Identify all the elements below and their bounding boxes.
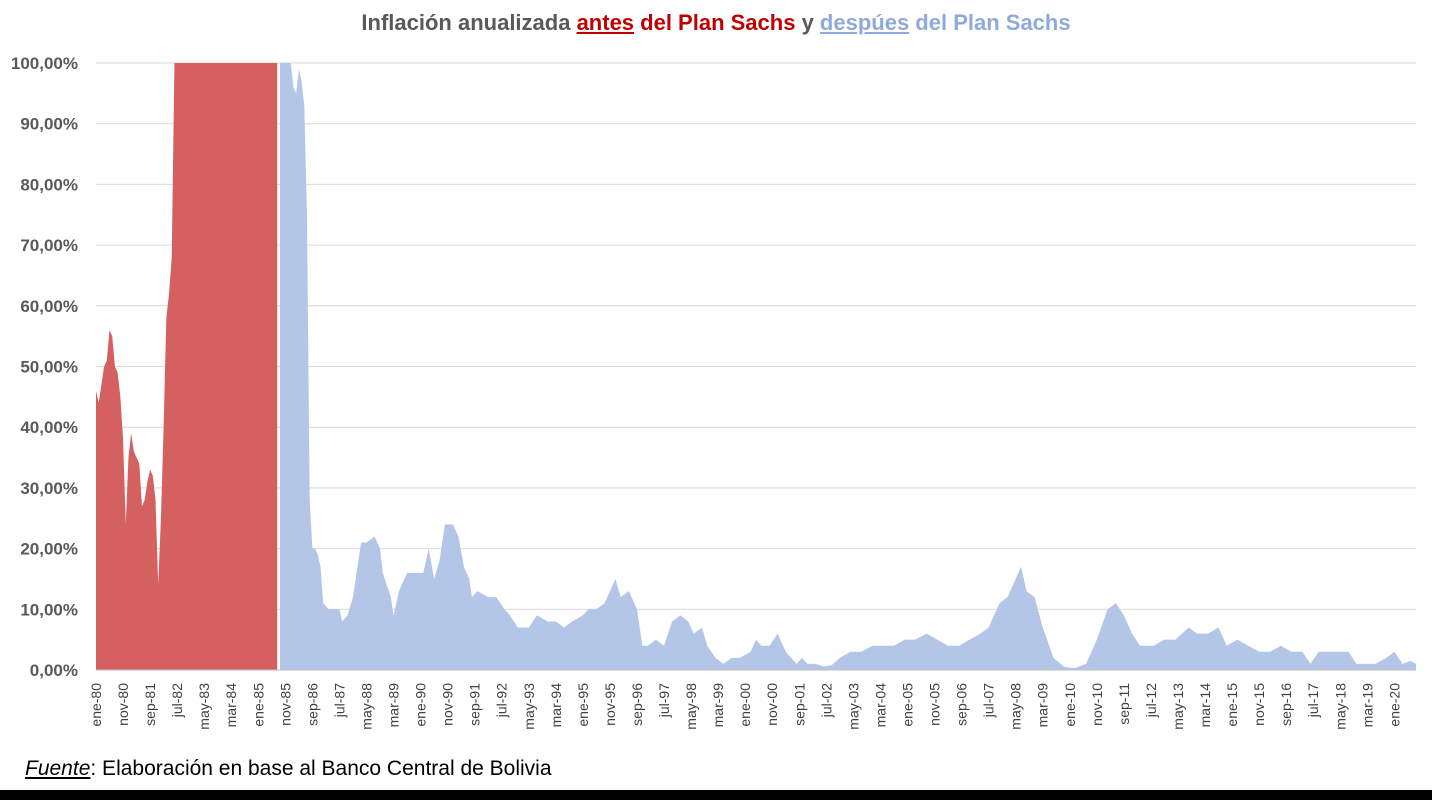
x-tick-label: nov-10 bbox=[1089, 683, 1105, 726]
y-tick-label: 30,00% bbox=[20, 479, 78, 498]
x-tick-label: may-83 bbox=[196, 683, 212, 730]
x-tick-label: jul-07 bbox=[981, 683, 997, 718]
x-tick-label: ene-95 bbox=[575, 683, 591, 727]
x-tick-label: mar-09 bbox=[1035, 683, 1051, 728]
y-tick-label: 50,00% bbox=[20, 358, 78, 377]
x-tick-label: nov-80 bbox=[115, 683, 131, 726]
x-tick-label: sep-11 bbox=[1116, 683, 1132, 725]
x-tick-label: ene-05 bbox=[899, 683, 915, 727]
x-tick-label: nov-85 bbox=[277, 683, 293, 726]
x-tick-label: nov-90 bbox=[440, 683, 456, 726]
y-axis-tick-labels: 0,00% 10,00% 20,00% 30,00% 40,00% 50,00% 60,00… bbox=[11, 54, 78, 680]
x-tick-label: sep-96 bbox=[629, 683, 645, 726]
x-tick-label: nov-95 bbox=[602, 683, 618, 726]
inflation-chart: 0,00% 10,00% 20,00% 30,00% 40,00% 50,00% 60,00… bbox=[11, 54, 1416, 730]
x-tick-label: may-18 bbox=[1332, 683, 1348, 730]
x-tick-label: ene-20 bbox=[1386, 683, 1402, 727]
x-tick-label: jul-17 bbox=[1305, 683, 1321, 718]
title-part-4: del Plan Sachs bbox=[909, 10, 1071, 35]
x-tick-label: ene-00 bbox=[737, 683, 753, 727]
x-tick-label: may-13 bbox=[1170, 683, 1186, 730]
x-tick-label: mar-14 bbox=[1197, 683, 1213, 728]
y-tick-label: 40,00% bbox=[20, 418, 78, 437]
x-tick-label: jul-02 bbox=[818, 683, 834, 718]
x-tick-label: nov-05 bbox=[927, 683, 943, 726]
x-tick-label: ene-15 bbox=[1224, 683, 1240, 727]
x-tick-label: jul-87 bbox=[331, 683, 347, 718]
x-tick-label: mar-94 bbox=[548, 683, 564, 728]
x-tick-label: sep-81 bbox=[142, 683, 158, 726]
x-tick-label: sep-01 bbox=[791, 683, 807, 726]
source-label: Fuente bbox=[25, 757, 91, 780]
x-tick-label: mar-19 bbox=[1359, 683, 1375, 728]
y-tick-label: 0,00% bbox=[30, 661, 78, 680]
x-tick-label: nov-00 bbox=[764, 683, 780, 726]
x-tick-label: ene-85 bbox=[250, 683, 266, 727]
x-tick-label: may-98 bbox=[683, 683, 699, 730]
y-tick-label: 10,00% bbox=[20, 600, 78, 619]
x-tick-label: jul-12 bbox=[1143, 683, 1159, 718]
x-tick-label: jul-92 bbox=[494, 683, 510, 718]
x-tick-label: may-03 bbox=[845, 683, 861, 730]
x-tick-label: sep-86 bbox=[304, 683, 320, 726]
x-tick-label: may-93 bbox=[521, 683, 537, 730]
x-axis-tick-labels: ene-80 nov-80 sep-81 jul-82 may-83 mar-84 ene-… bbox=[88, 683, 1402, 730]
x-tick-label: may-08 bbox=[1008, 683, 1024, 730]
title-part-1: Inflación anualizada bbox=[361, 10, 577, 35]
x-tick-label: sep-16 bbox=[1278, 683, 1294, 726]
y-tick-label: 90,00% bbox=[20, 115, 78, 134]
title-part-3: y bbox=[795, 10, 820, 35]
x-tick-label: may-88 bbox=[358, 683, 374, 730]
x-tick-label: sep-06 bbox=[954, 683, 970, 726]
source-text: : Elaboración en base al Banco Central d… bbox=[90, 757, 552, 780]
x-tick-label: jul-97 bbox=[656, 683, 672, 718]
x-tick-label: mar-84 bbox=[223, 683, 239, 728]
x-tick-label: ene-90 bbox=[413, 683, 429, 727]
x-tick-label: jul-82 bbox=[169, 683, 185, 718]
x-tick-label: mar-99 bbox=[710, 683, 726, 728]
title-before-word: antes bbox=[576, 10, 635, 35]
y-tick-label: 60,00% bbox=[20, 297, 78, 316]
x-tick-label: ene-80 bbox=[88, 683, 104, 727]
title-after-word: despúes bbox=[819, 10, 910, 35]
y-tick-label: 70,00% bbox=[20, 236, 78, 255]
bottom-border bbox=[0, 790, 1432, 800]
source-note: Fuente: Elaboración en base al Banco Cen… bbox=[25, 757, 552, 781]
area-series bbox=[96, 63, 1416, 670]
y-tick-label: 80,00% bbox=[20, 175, 78, 194]
x-tick-label: nov-15 bbox=[1251, 683, 1267, 726]
area-series-before bbox=[96, 63, 278, 670]
x-tick-label: ene-10 bbox=[1062, 683, 1078, 727]
chart-title: Inflación anualizada antes del Plan Sach… bbox=[0, 10, 1432, 36]
x-tick-label: sep-91 bbox=[467, 683, 483, 726]
y-tick-label: 100,00% bbox=[11, 54, 78, 73]
y-tick-label: 20,00% bbox=[20, 540, 78, 559]
x-tick-label: mar-89 bbox=[386, 683, 402, 728]
x-tick-label: mar-04 bbox=[872, 683, 888, 728]
title-part-2: del Plan Sachs bbox=[634, 10, 796, 35]
